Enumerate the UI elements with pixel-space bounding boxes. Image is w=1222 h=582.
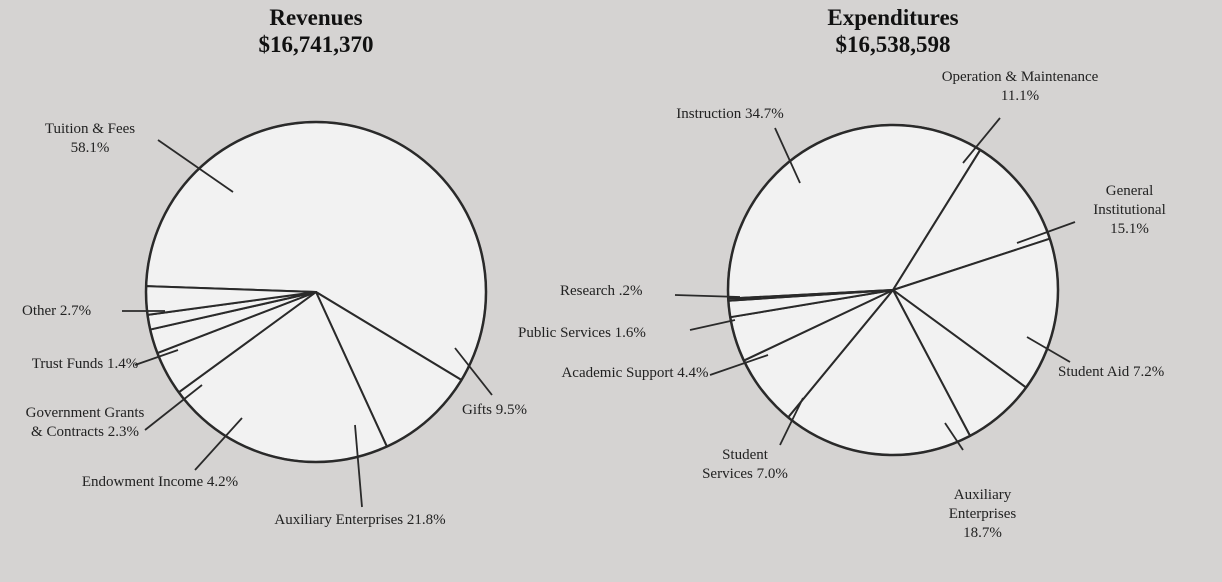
slice-category: Student Services — [702, 447, 768, 482]
slice-category: Auxiliary Enterprises — [274, 512, 404, 528]
slice-label: Student Aid 7.2% — [1058, 363, 1208, 382]
chart-title: Expenditures — [827, 5, 959, 30]
slice-value: 1.4% — [107, 356, 139, 372]
leader-line — [689, 319, 736, 331]
slice-value: 15.1% — [1110, 221, 1149, 237]
slice-value: 7.0% — [756, 466, 788, 482]
pie-outline — [144, 120, 488, 464]
slice-label: Auxiliary Enterprises 18.7% — [935, 486, 1030, 543]
slice-category: Operation & Maintenance — [941, 69, 1099, 85]
leader-line — [134, 349, 179, 366]
slice-category: Student Aid — [1058, 364, 1130, 380]
slice-category: Endowment Income — [81, 474, 204, 490]
leader-line — [962, 117, 1001, 164]
slice-label: General Institutional 15.1% — [1082, 182, 1177, 239]
slice-label: Student Services 7.0% — [695, 446, 795, 484]
slice-value: 7.2% — [1133, 364, 1165, 380]
slice-label: Public Services 1.6% — [518, 324, 698, 343]
slice-label: Tuition & Fees 58.1% — [30, 120, 150, 158]
leader-line — [354, 424, 363, 508]
leader-line — [194, 417, 243, 471]
leader-line — [454, 347, 493, 396]
slice-value: 34.7% — [745, 106, 784, 122]
slice-category: Public Services — [518, 325, 611, 341]
leader-line — [774, 127, 801, 184]
chart-subtitle: $16,741,370 — [258, 32, 374, 57]
slice-label: Trust Funds 1.4% — [25, 355, 145, 374]
slice-category: Other — [22, 303, 57, 319]
slice-value: 1.6% — [614, 325, 646, 341]
slice-category: General Institutional — [1093, 183, 1166, 218]
slice-label: Instruction 34.7% — [640, 105, 820, 124]
chart-title-block: Expenditures $16,538,598 — [743, 4, 1043, 58]
slice-value: 4.4% — [677, 365, 709, 381]
chart-subtitle: $16,538,598 — [835, 32, 951, 57]
slice-label: Academic Support 4.4% — [555, 364, 715, 383]
slice-label: Auxiliary Enterprises 21.8% — [270, 511, 450, 530]
slice-value: 2.3% — [107, 424, 139, 440]
leader-line — [1016, 221, 1076, 244]
slice-category: Trust Funds — [31, 356, 104, 372]
slice-value: 18.7% — [963, 525, 1002, 541]
slice-value: 21.8% — [406, 512, 446, 528]
slice-category: Government Grants & Contracts — [25, 405, 145, 440]
leader-line — [779, 397, 804, 446]
leader-line — [944, 422, 964, 451]
chart-title-block: Revenues $16,741,370 — [166, 4, 466, 58]
slice-category: Tuition & Fees — [44, 121, 136, 137]
slice-category: Instruction — [676, 106, 742, 122]
leader-line — [1026, 336, 1071, 363]
chart-title: Revenues — [269, 5, 363, 30]
slice-category: Academic Support — [561, 365, 674, 381]
slice-value: 11.1% — [1000, 88, 1040, 104]
slice-category: Gifts — [462, 402, 492, 418]
leader-line — [674, 294, 741, 298]
slice-label: Other 2.7% — [22, 302, 122, 321]
pie-outline — [726, 123, 1060, 457]
leader-line — [144, 384, 203, 431]
slice-value: 58.1% — [70, 140, 110, 156]
slice-value: 2.7% — [59, 303, 92, 319]
slice-label: Research .2% — [560, 282, 680, 301]
slice-label: Government Grants & Contracts 2.3% — [20, 404, 150, 442]
slice-category: Auxiliary Enterprises — [948, 487, 1017, 522]
slice-label: Gifts 9.5% — [462, 401, 572, 420]
leader-line — [709, 354, 769, 376]
slice-label: Operation & Maintenance 11.1% — [940, 68, 1100, 106]
leader-line — [157, 139, 234, 193]
slice-value: 4.2% — [206, 474, 239, 490]
slice-label: Endowment Income 4.2% — [70, 473, 250, 492]
slice-value: 9.5% — [495, 402, 527, 418]
slice-value: .2% — [618, 283, 643, 299]
slice-category: Research — [560, 283, 615, 299]
